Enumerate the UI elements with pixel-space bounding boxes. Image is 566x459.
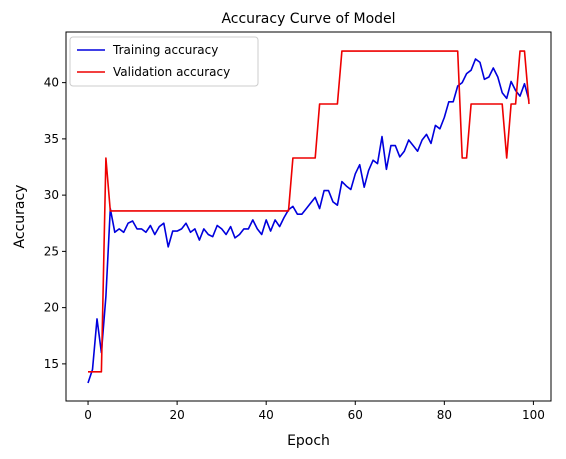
legend-label: Validation accuracy: [113, 65, 230, 79]
x-tick-label: 20: [169, 408, 184, 422]
plot-lines: [87, 50, 530, 384]
y-tick-label: 40: [44, 76, 59, 90]
y-tick-label: 25: [44, 244, 59, 258]
plot-frame: [65, 31, 552, 402]
x-tick-label: 40: [259, 408, 274, 422]
x-axis: 0 20 40 60 80 100: [84, 401, 545, 422]
x-tick-label: 0: [84, 408, 92, 422]
legend: Training accuracy Validation accuracy: [69, 36, 259, 87]
x-axis-label: Epoch: [287, 433, 330, 449]
y-tick-label: 20: [44, 301, 59, 315]
series-line-training: [87, 58, 530, 384]
series-line-validation: [88, 50, 530, 373]
legend-label: Training accuracy: [112, 43, 218, 57]
x-tick-label: 100: [522, 408, 545, 422]
x-tick-label: 60: [348, 408, 363, 422]
y-tick-label: 30: [44, 188, 59, 202]
y-axis-label: Accuracy: [12, 185, 28, 249]
chart-title: Accuracy Curve of Model: [221, 11, 395, 27]
x-tick-label: 80: [437, 408, 452, 422]
legend-box: [69, 36, 259, 87]
y-tick-label: 35: [44, 132, 59, 146]
y-axis: 15 20 25 30 35 40: [44, 76, 66, 371]
y-tick-label: 15: [44, 357, 59, 371]
